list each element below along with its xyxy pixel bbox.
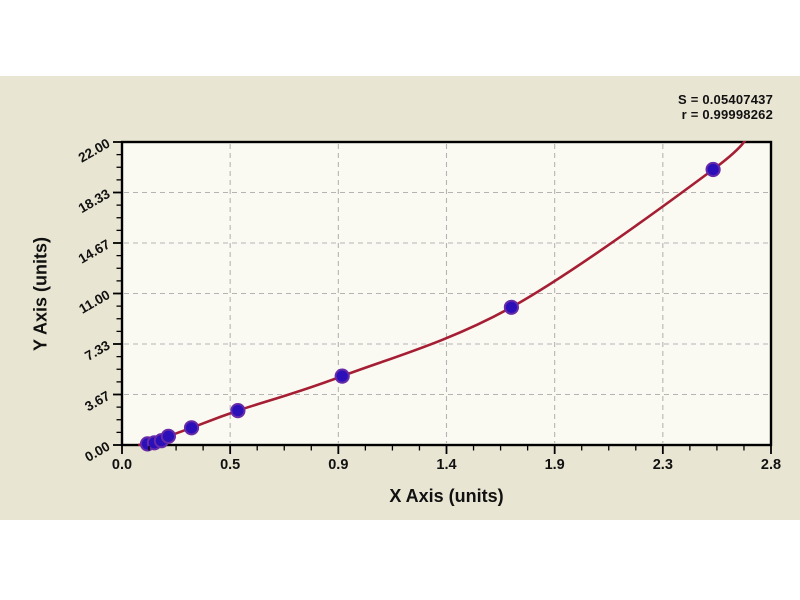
y-axis-title: Y Axis (units) [30, 236, 51, 352]
y-tick-label: 22.00 [76, 136, 113, 166]
x-tick-label: 2.3 [653, 457, 673, 473]
x-tick-label: 0.9 [328, 457, 348, 473]
x-tick-label: 1.4 [436, 457, 456, 473]
y-tick-label: 7.33 [82, 337, 113, 363]
data-point [705, 161, 721, 178]
x-axis-title: X Axis (units) [389, 486, 504, 506]
stat-s-value: S = 0.05407437 [678, 92, 773, 107]
stat-r-value: r = 0.99998262 [681, 107, 773, 122]
plot-border [120, 140, 773, 447]
x-tick-label: 1.9 [545, 457, 565, 473]
data-point [503, 299, 519, 315]
y-tick-label: 0.00 [82, 439, 112, 465]
y-tick-label: 18.33 [76, 186, 113, 216]
data-point [183, 420, 200, 436]
x-tick-label: 2.8 [761, 457, 781, 473]
fit-statistics: S = 0.05407437 r = 0.99998262 [678, 92, 773, 122]
y-tick-label: 3.67 [82, 388, 112, 414]
x-tick-label: 0.5 [220, 457, 240, 473]
x-tick-label: 0.0 [112, 457, 132, 473]
y-tick-label: 14.67 [76, 237, 113, 267]
y-tick-label: 11.00 [76, 287, 112, 317]
data-point [230, 403, 246, 419]
data-point [160, 428, 176, 444]
data-point [334, 368, 350, 384]
